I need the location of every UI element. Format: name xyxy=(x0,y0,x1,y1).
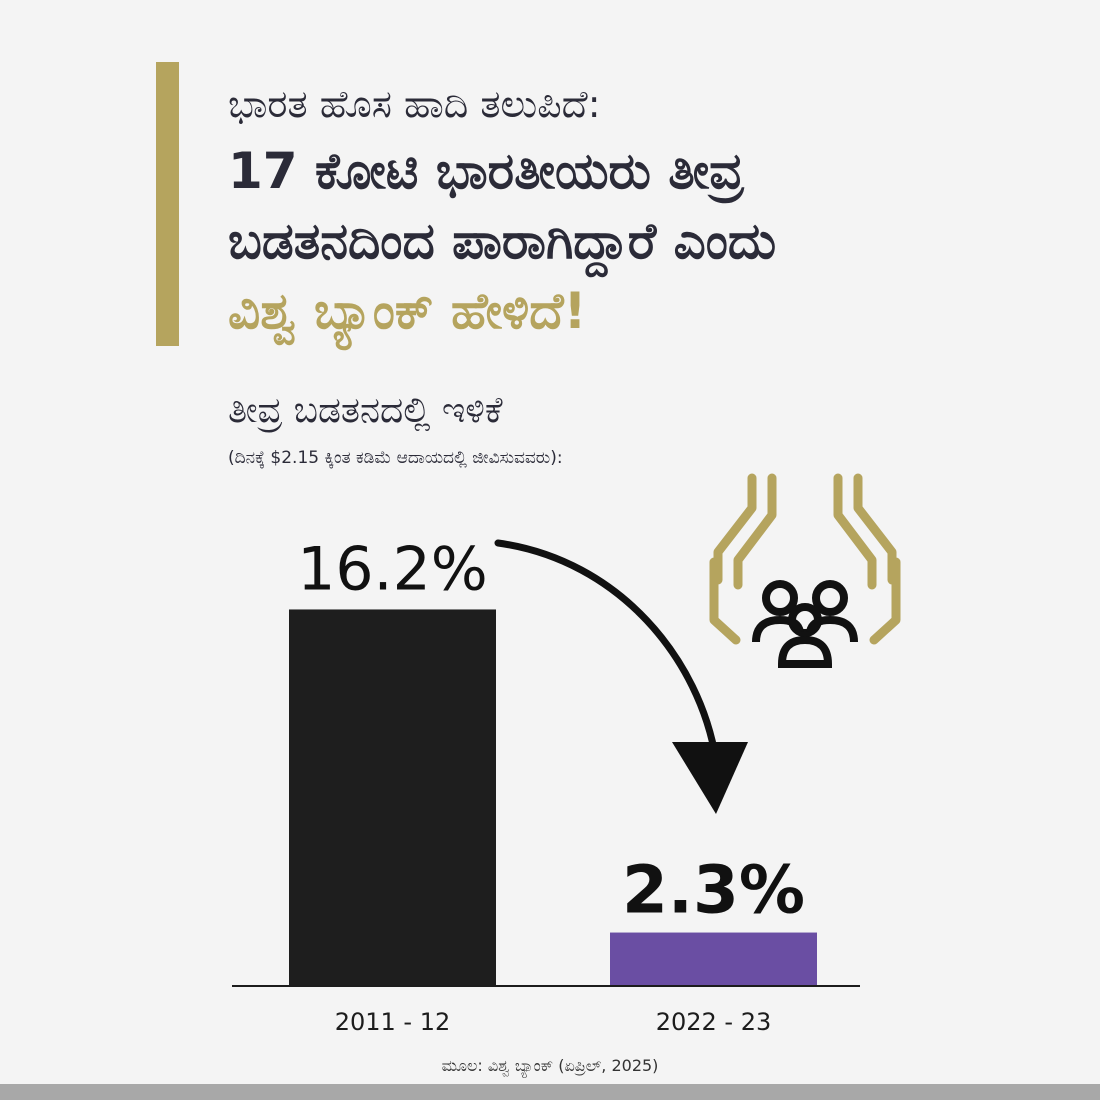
source-note: ಮೂಲ: ವಿಶ್ವ ಬ್ಯಾಂಕ್ (ಏಪ್ರಿಲ್, 2025) xyxy=(441,1056,659,1075)
bar-value-label-2: 2.3% xyxy=(622,852,805,929)
headline-line-2: 17 ಕೋಟಿ ಭಾರತೀಯರು ತೀವ್ರ xyxy=(228,142,744,200)
bottom-strip xyxy=(0,1084,1100,1100)
chart-subnote: (ದಿನಕ್ಕೆ $2.15 ಕ್ಕಿಂತ ಕಡಿಮೆ ಆದಾಯದಲ್ಲಿ ಜೀ… xyxy=(228,448,563,468)
bar-2 xyxy=(610,932,817,986)
curved-down-arrow-icon xyxy=(494,539,720,764)
accent-bar xyxy=(156,62,179,346)
headline: ಭಾರತ ಹೊಸ ಹಾದಿ ತಲುಪಿದೆ: 17 ಕೋಟಿ ಭಾರತೀಯರು … xyxy=(228,80,1048,346)
chart-subtitle: ತೀವ್ರ ಬಡತನದಲ್ಲಿ ಇಳಿಕೆ xyxy=(228,390,503,431)
headline-line-4: ವಿಶ್ವ ಬ್ಯಾಂಕ್ ಹೇಳಿದೆ! xyxy=(228,282,587,340)
bar-1 xyxy=(289,609,496,986)
category-label-2: 2022 - 23 xyxy=(656,1008,772,1036)
bar-value-label-1: 16.2% xyxy=(297,534,488,604)
arrow-head-icon xyxy=(672,742,748,814)
headline-line-1: ಭಾರತ ಹೊಸ ಹಾದಿ ತಲುಪಿದೆ: xyxy=(228,82,601,126)
headline-line-3: ಬಡತನದಿಂದ ಪಾರಾಗಿದ್ದಾರೆ ಎಂದು xyxy=(228,212,777,270)
category-label-1: 2011 - 12 xyxy=(335,1008,451,1036)
hands-protecting-people-icon xyxy=(709,473,901,668)
